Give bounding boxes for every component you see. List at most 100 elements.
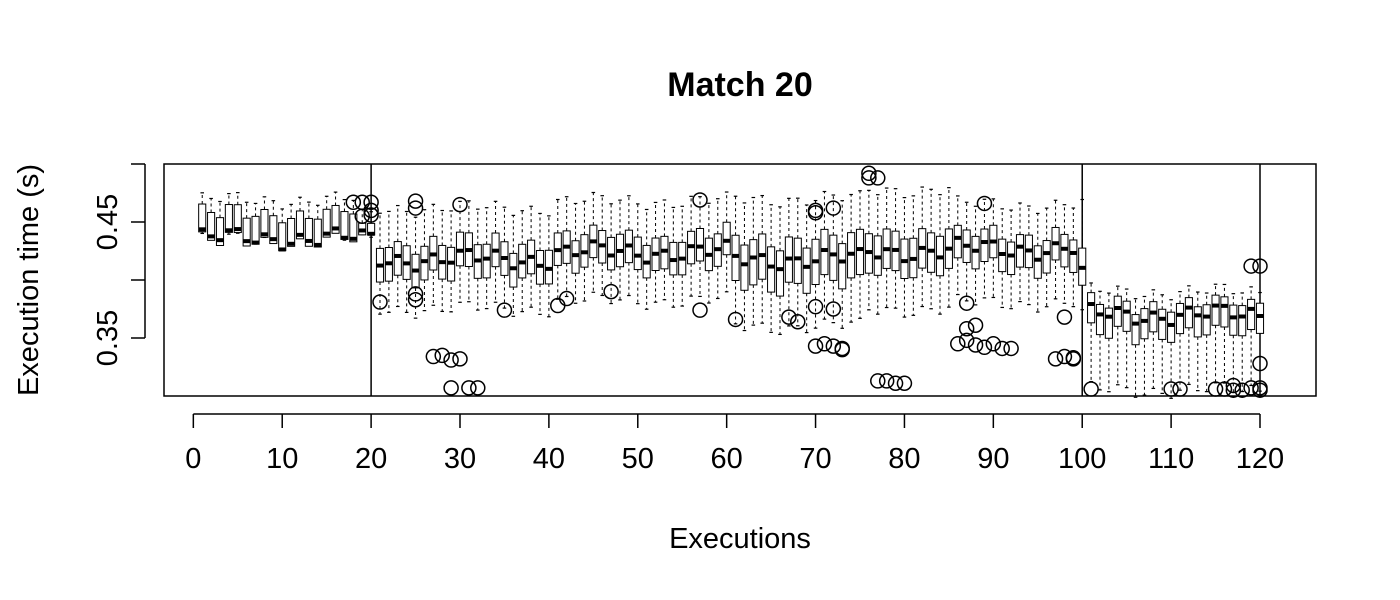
- x-tick-label: 70: [799, 443, 831, 475]
- box-body: [393, 241, 402, 276]
- box-body: [767, 246, 776, 293]
- outlier-point: [407, 200, 424, 216]
- outlier-point: [558, 290, 575, 307]
- box-body: [1175, 302, 1185, 335]
- outlier-point: [1065, 351, 1082, 367]
- x-tick-label: 80: [888, 443, 920, 475]
- outlier-point: [692, 192, 708, 208]
- box-body: [198, 203, 207, 233]
- outlier-point: [1065, 349, 1082, 366]
- outlier-point: [985, 336, 1002, 352]
- box-body: [1193, 306, 1202, 338]
- outlier-point: [870, 170, 886, 186]
- outlier-point: [1047, 351, 1064, 367]
- outlier-point: [807, 338, 824, 354]
- box-body: [1167, 311, 1176, 343]
- box-body: [251, 215, 260, 245]
- x-tick-label: 100: [1058, 443, 1106, 475]
- outlier-point: [1243, 380, 1259, 396]
- outlier-point: [407, 291, 424, 308]
- x-tick-label: 20: [355, 443, 387, 475]
- box-body: [775, 250, 785, 297]
- box-body: [633, 236, 642, 271]
- plot-frame: [163, 163, 1317, 397]
- box-body: [1069, 239, 1078, 273]
- box-body: [749, 239, 758, 286]
- outlier-point: [452, 351, 468, 367]
- outlier-point: [825, 338, 842, 354]
- box-body: [215, 217, 225, 246]
- box-body: [1255, 302, 1265, 334]
- outlier-point: [1243, 258, 1259, 274]
- outlier-point: [407, 286, 424, 302]
- box-body: [207, 211, 216, 241]
- y-tick-label: 0.45: [92, 194, 124, 250]
- outlier-point: [1252, 258, 1268, 274]
- y-axis-label: Execution time (s): [13, 164, 45, 396]
- outlier-point: [870, 373, 886, 389]
- outlier-point: [967, 337, 984, 353]
- outlier-point: [550, 297, 566, 314]
- box-body: [1007, 241, 1016, 276]
- box-body: [1122, 300, 1131, 332]
- box-body: [855, 228, 865, 276]
- box-body: [242, 217, 251, 247]
- x-tick-label: 40: [533, 443, 565, 475]
- outlier-point: [807, 298, 824, 315]
- y-tick-label: 0.35: [92, 310, 124, 366]
- plot-area: 0 10 20 30 40 50 60 70 80 90 100 110 120 0.35 0.45: [92, 163, 1317, 475]
- box-body: [1104, 307, 1113, 339]
- box-body: [269, 215, 278, 245]
- box-body: [838, 243, 847, 290]
- box-body: [304, 217, 313, 247]
- outlier-point: [363, 194, 379, 211]
- outlier-point: [461, 380, 477, 396]
- box-body: [295, 210, 305, 240]
- outlier-point: [496, 302, 513, 318]
- x-tick-label: 10: [266, 443, 298, 475]
- outlier-point: [1252, 355, 1268, 372]
- box-body: [793, 237, 802, 284]
- outlier-point: [896, 375, 913, 391]
- box-body: [980, 228, 989, 263]
- outlier-point: [967, 317, 984, 333]
- outlier-point: [1252, 382, 1268, 398]
- outlier-point: [976, 339, 993, 356]
- outlier-point: [363, 207, 379, 223]
- box-body: [722, 221, 731, 256]
- box-body: [340, 211, 349, 240]
- box-body: [1229, 304, 1238, 336]
- outlier-point: [976, 195, 993, 212]
- outlier-point: [1003, 340, 1019, 357]
- outlier-point: [834, 341, 850, 358]
- box-body: [829, 234, 838, 281]
- box-body: [1113, 295, 1122, 327]
- box-body: [1202, 304, 1211, 336]
- box-body: [740, 244, 749, 291]
- outlier-point: [790, 314, 806, 330]
- box-body: [1140, 308, 1149, 340]
- box-body: [1042, 240, 1051, 274]
- outlier-point: [1207, 381, 1224, 397]
- box-body: [278, 222, 287, 252]
- box-body: [953, 224, 962, 259]
- outlier-point: [1216, 381, 1233, 397]
- outlier-point: [825, 200, 842, 216]
- outlier-point: [1234, 382, 1250, 398]
- outlier-point: [861, 170, 877, 186]
- outlier-point: [443, 380, 459, 396]
- outlier-point: [345, 194, 362, 211]
- outlier-point: [950, 336, 966, 352]
- box-body: [287, 217, 296, 247]
- outlier-point: [727, 311, 744, 328]
- outlier-point: [1083, 381, 1099, 397]
- x-axis-label: Executions: [669, 523, 811, 555]
- box-body: [224, 204, 233, 233]
- box-body: [322, 208, 331, 238]
- box-body: [260, 208, 269, 238]
- box-body: [1095, 303, 1105, 336]
- outlier-point: [425, 348, 442, 365]
- box-body: [233, 204, 242, 234]
- outlier-point: [603, 283, 619, 300]
- x-tick-label: 120: [1236, 443, 1284, 475]
